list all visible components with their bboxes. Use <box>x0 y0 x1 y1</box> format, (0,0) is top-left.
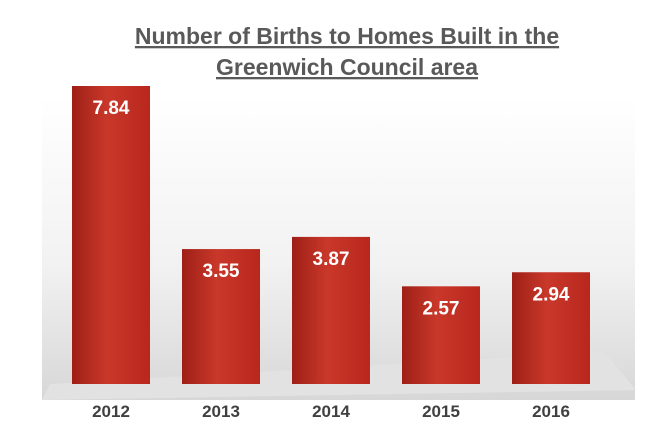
bar-2013 <box>182 249 260 384</box>
data-label-2016: 2.94 <box>533 284 570 305</box>
bar-2014 <box>292 236 370 384</box>
data-label-2014: 3.87 <box>313 249 350 270</box>
data-label-2012: 7.84 <box>93 98 130 119</box>
x-tick-label-2016: 2016 <box>532 402 570 421</box>
chart-title-line-2: Greenwich Council area <box>216 54 478 80</box>
data-label-2013: 3.55 <box>203 261 240 282</box>
chart-title: Number of Births to Homes Built in the G… <box>135 23 559 80</box>
x-tick-label-2012: 2012 <box>92 402 130 421</box>
bar-2012 <box>72 86 150 384</box>
x-tick-label-2013: 2013 <box>202 402 240 421</box>
bar-2015 <box>402 286 480 384</box>
data-labels-group: 7.84 3.55 3.87 2.57 2.94 <box>93 98 570 319</box>
x-axis: 2012 2013 2014 2015 2016 <box>92 402 570 421</box>
bars-group <box>72 86 590 384</box>
bar-2016 <box>512 272 590 384</box>
data-label-2015: 2.57 <box>423 298 460 319</box>
chart-title-line-1: Number of Births to Homes Built in the <box>135 23 559 49</box>
x-tick-label-2014: 2014 <box>312 402 350 421</box>
x-tick-label-2015: 2015 <box>422 402 460 421</box>
